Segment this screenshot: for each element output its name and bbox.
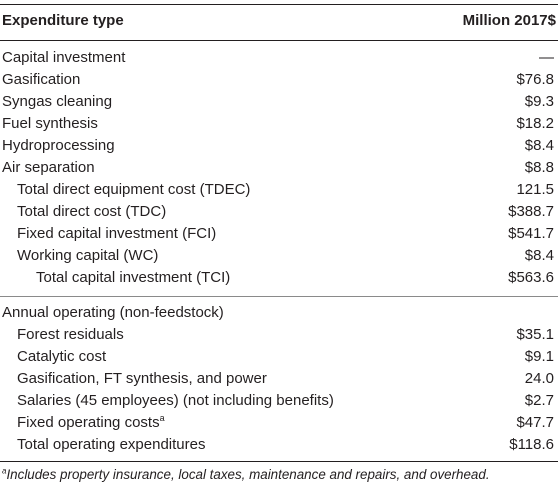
row-value: $8.4 <box>524 247 554 264</box>
row-value: $563.6 <box>508 269 554 286</box>
table-row: Gasification, FT synthesis, and power 24… <box>0 368 558 390</box>
table-row: Gasification $76.8 <box>0 69 558 91</box>
footnote-marker: a <box>2 466 7 476</box>
row-label: Gasification, FT synthesis, and power <box>17 370 267 387</box>
table-row: Total operating expenditures $118.6 <box>0 434 558 456</box>
row-value: $8.8 <box>524 159 554 176</box>
table-top-rule <box>0 4 558 5</box>
section-divider <box>0 296 558 297</box>
row-label: Total operating expenditures <box>17 436 206 453</box>
table-row: Catalytic cost $9.1 <box>0 346 558 368</box>
table-row: Syngas cleaning $9.3 <box>0 91 558 113</box>
table-row: Salaries (45 employees) (not including b… <box>0 390 558 412</box>
row-label: Air separation <box>2 159 95 176</box>
row-value: $118.6 <box>509 436 554 453</box>
row-label: Hydroprocessing <box>2 137 115 154</box>
row-value: 24.0 <box>524 370 554 387</box>
row-label: Total direct equipment cost (TDEC) <box>17 181 251 198</box>
table-row: Total direct cost (TDC) $388.7 <box>0 201 558 223</box>
table-row: Total direct equipment cost (TDEC) 121.5 <box>0 179 558 201</box>
row-value: $18.2 <box>516 115 554 132</box>
header-expenditure-type: Expenditure type <box>2 12 124 29</box>
row-label: Fixed operating costsa <box>17 412 165 434</box>
row-value: $47.7 <box>516 414 554 431</box>
row-label: Fixed capital investment (FCI) <box>17 225 217 242</box>
header-bottom-rule <box>0 40 558 41</box>
section-label: Capital investment <box>2 49 126 66</box>
table-row: Fixed capital investment (FCI) $541.7 <box>0 223 558 245</box>
row-value: $35.1 <box>516 326 554 343</box>
row-value: $76.8 <box>516 71 554 88</box>
row-label: Fuel synthesis <box>2 115 98 132</box>
table-row: Forest residuals $35.1 <box>0 324 558 346</box>
section-value: — <box>539 49 554 66</box>
row-value: $9.3 <box>524 93 554 110</box>
table-row: Working capital (WC) $8.4 <box>0 245 558 267</box>
row-label: Salaries (45 employees) (not including b… <box>17 392 334 409</box>
row-label: Catalytic cost <box>17 348 107 365</box>
row-label: Forest residuals <box>17 326 124 343</box>
row-label-text: Fixed operating costs <box>17 414 160 431</box>
footnote-marker: a <box>159 413 165 423</box>
row-label: Total capital investment (TCI) <box>36 269 231 286</box>
header-million-2017: Million 2017$ <box>462 12 556 29</box>
row-value: $9.1 <box>524 348 554 365</box>
section-capital-investment: Capital investment — <box>0 47 558 69</box>
table-row: Fixed operating costsa $47.7 <box>0 412 558 434</box>
section-annual-operating: Annual operating (non-feedstock) <box>0 302 558 324</box>
row-value: $541.7 <box>508 225 554 242</box>
table-footnote: aIncludes property insurance, local taxe… <box>2 467 490 482</box>
row-value: $388.7 <box>508 203 554 220</box>
table-row: Fuel synthesis $18.2 <box>0 113 558 135</box>
row-label: Total direct cost (TDC) <box>17 203 167 220</box>
table-header-row: Expenditure type Million 2017$ <box>0 6 558 34</box>
row-label: Syngas cleaning <box>2 93 113 110</box>
table-row: Hydroprocessing $8.4 <box>0 135 558 157</box>
table-row: Total capital investment (TCI) $563.6 <box>0 267 558 289</box>
section-label: Annual operating (non-feedstock) <box>2 304 224 321</box>
table-bottom-rule <box>0 461 558 462</box>
row-value: 121.5 <box>516 181 554 198</box>
row-label: Gasification <box>2 71 81 88</box>
footnote-text: Includes property insurance, local taxes… <box>6 467 490 482</box>
row-value: $2.7 <box>524 392 554 409</box>
row-label: Working capital (WC) <box>17 247 159 264</box>
row-value: $8.4 <box>524 137 554 154</box>
table-row: Air separation $8.8 <box>0 157 558 179</box>
